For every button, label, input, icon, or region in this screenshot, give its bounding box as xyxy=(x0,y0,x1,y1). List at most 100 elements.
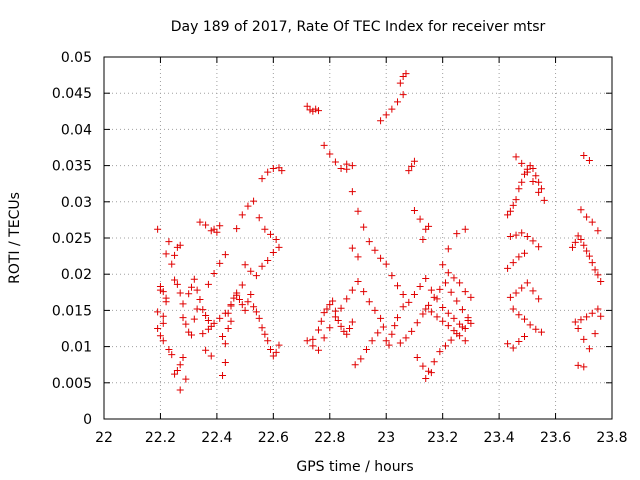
data-point xyxy=(410,157,418,165)
data-point xyxy=(309,342,317,350)
data-point xyxy=(250,197,258,205)
data-point xyxy=(269,352,277,360)
data-point xyxy=(419,235,427,243)
data-point xyxy=(337,322,345,330)
y-tick-label: 0.035 xyxy=(52,159,92,175)
data-point xyxy=(176,386,184,394)
data-point xyxy=(588,309,596,317)
data-point xyxy=(210,319,218,327)
data-point xyxy=(529,287,537,295)
data-point xyxy=(458,306,466,314)
data-point xyxy=(585,252,593,260)
data-point xyxy=(456,279,464,287)
x-tick-label: 22.6 xyxy=(258,430,289,446)
data-point xyxy=(388,272,396,280)
data-point xyxy=(399,290,407,298)
data-point xyxy=(588,218,596,226)
data-point xyxy=(427,286,435,294)
data-point xyxy=(269,164,277,172)
data-point xyxy=(444,322,452,330)
data-point xyxy=(453,297,461,305)
data-point xyxy=(267,230,275,238)
data-point xyxy=(422,275,430,283)
data-point xyxy=(512,231,520,239)
data-point xyxy=(346,325,354,332)
data-point xyxy=(504,211,512,219)
data-point xyxy=(159,312,167,320)
data-point xyxy=(272,348,280,356)
data-point xyxy=(535,188,543,196)
x-tick-label: 23 xyxy=(377,430,395,446)
data-point xyxy=(354,277,362,285)
data-point xyxy=(320,309,328,317)
data-point xyxy=(331,313,339,321)
data-point xyxy=(433,295,441,303)
data-point xyxy=(382,111,390,119)
data-point xyxy=(535,295,543,303)
data-point xyxy=(467,293,475,301)
data-point xyxy=(419,362,427,370)
data-point xyxy=(532,325,540,333)
data-point xyxy=(388,330,396,338)
data-point xyxy=(464,317,472,325)
data-point xyxy=(402,70,410,78)
data-point xyxy=(532,172,540,180)
axis-ticks xyxy=(103,56,613,420)
data-point xyxy=(179,300,187,308)
data-point xyxy=(436,348,444,356)
data-point xyxy=(179,353,187,361)
data-point xyxy=(456,320,464,328)
data-point xyxy=(512,289,520,297)
data-point xyxy=(244,202,252,210)
data-point xyxy=(182,320,190,328)
y-tick-labels: 0 0.005 0.01 0.015 0.02 0.025 0.03 0.035 0.04 0.0… xyxy=(52,50,92,428)
data-point xyxy=(453,230,461,238)
data-point xyxy=(196,296,204,304)
data-point xyxy=(523,279,531,287)
data-point xyxy=(583,247,591,255)
data-point xyxy=(405,167,413,175)
data-point xyxy=(162,294,170,302)
data-point xyxy=(221,251,229,259)
data-point xyxy=(526,321,534,329)
data-point xyxy=(317,317,325,325)
data-point xyxy=(213,228,221,236)
data-point xyxy=(171,251,179,259)
data-point xyxy=(154,325,162,332)
data-point xyxy=(193,286,201,294)
data-point xyxy=(196,218,204,226)
data-point xyxy=(171,370,179,378)
data-point xyxy=(219,332,227,340)
data-point xyxy=(504,264,512,272)
data-point xyxy=(377,117,385,125)
data-point xyxy=(410,290,418,298)
x-axis-label: GPS time / hours xyxy=(296,459,413,475)
data-point xyxy=(410,206,418,214)
data-point xyxy=(202,221,210,229)
data-point xyxy=(591,330,599,338)
data-point xyxy=(515,185,523,193)
data-point xyxy=(450,327,458,335)
data-point xyxy=(537,328,545,336)
data-point xyxy=(461,325,469,332)
data-point xyxy=(577,235,585,243)
data-point xyxy=(518,229,526,237)
data-point xyxy=(337,164,345,172)
data-point xyxy=(382,260,390,268)
data-point xyxy=(182,375,190,383)
data-point xyxy=(176,241,184,249)
data-point xyxy=(190,275,198,283)
data-point xyxy=(252,308,260,316)
data-point xyxy=(365,238,373,246)
data-point xyxy=(165,238,173,246)
data-point xyxy=(416,283,424,291)
data-point xyxy=(394,98,402,106)
data-point xyxy=(439,261,447,269)
data-point xyxy=(580,335,588,343)
data-point xyxy=(320,334,328,342)
data-point xyxy=(535,178,543,186)
y-tick-label: 0.005 xyxy=(52,376,92,392)
data-point xyxy=(594,305,602,313)
y-tick-label: 0.015 xyxy=(52,303,92,319)
